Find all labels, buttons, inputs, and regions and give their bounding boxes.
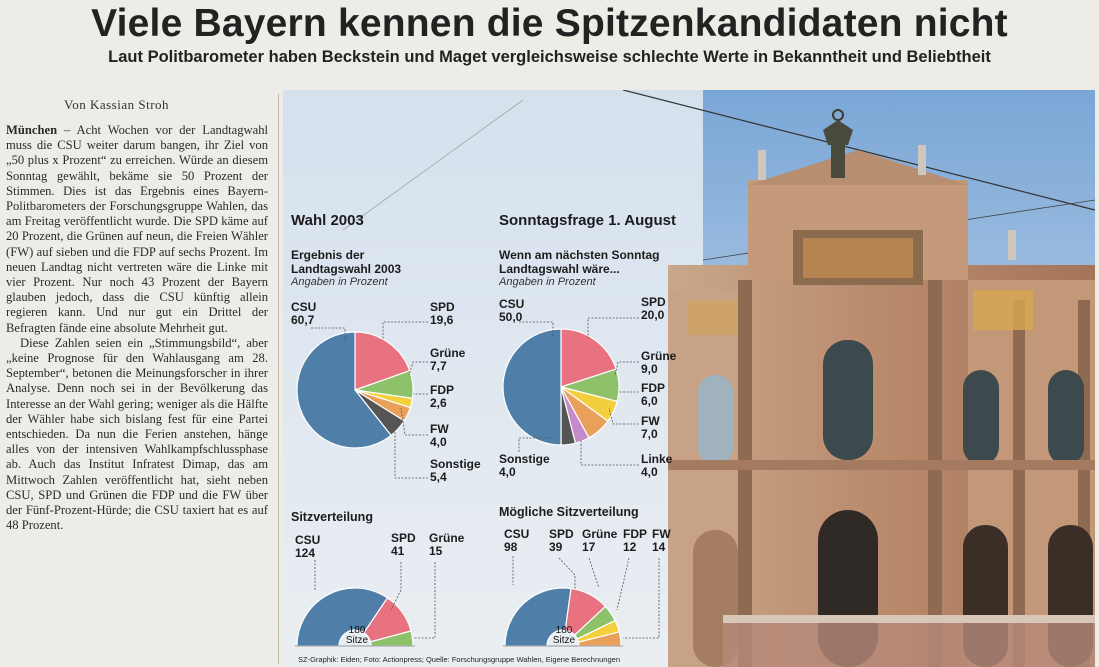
chart-title-sonntagsfrage: Wenn am nächsten Sonntag Landtagswahl wä… <box>499 248 660 276</box>
pie-umfrage-slice-csu <box>502 328 562 446</box>
leader-seats-umfrage-spd <box>558 557 576 590</box>
article-paragraph-1: München – Acht Wochen vor der Landtagwah… <box>6 123 268 336</box>
leader-umfrage-sonstige <box>518 437 551 452</box>
seat-label-umfrage-spd: SPD 39 <box>549 527 574 554</box>
semi-umfrage-seats-csu <box>504 587 572 647</box>
seat-label-2003-spd: SPD 41 <box>391 531 416 558</box>
label-umfrage-spd: SPD 20,0 <box>641 295 666 322</box>
leader-seats-umfrage-fw <box>623 558 660 639</box>
column-rule <box>278 94 279 664</box>
label-2003-sonstige: Sonstige 5,4 <box>430 457 481 484</box>
pie-umfrage-slice-spd <box>560 328 617 388</box>
byline: Von Kassian Stroh <box>64 97 170 112</box>
semi-2003-seats-csu <box>296 587 389 647</box>
leader-2003-csu <box>311 327 346 342</box>
seat-label-umfrage-fdp: FDP 12 <box>623 527 647 554</box>
seat-label-2003-csu: CSU 124 <box>295 533 321 560</box>
article-paragraph-2: Diese Zahlen seien ein „Stimmungsbild“, … <box>6 335 268 533</box>
leader-umfrage-linke <box>580 440 639 466</box>
maximilianeum-photo <box>283 90 1095 667</box>
leader-umfrage-spd <box>587 317 639 338</box>
label-2003-spd: SPD 19,6 <box>430 300 455 327</box>
label-2003-csu: CSU 60,7 <box>291 300 317 327</box>
paragraph-1-text: – Acht Wochen vor der Landtagwahl muss d… <box>6 123 268 335</box>
leader-umfrage-gruene <box>614 361 639 377</box>
leader-umfrage-csu <box>519 321 554 338</box>
leader-2003-fw <box>400 407 428 436</box>
leader-seats-2003-spd <box>390 562 402 611</box>
dateline: München <box>6 123 58 137</box>
seat-total-2003: 180 Sitze <box>345 625 369 646</box>
label-umfrage-csu: CSU 50,0 <box>499 297 525 324</box>
label-umfrage-fdp: FDP 6,0 <box>641 381 665 408</box>
leader-2003-sonstige <box>394 430 428 479</box>
label-2003-gruene: Grüne 7,7 <box>430 346 466 373</box>
graphic-credits: SZ-Graphik: Eiden; Foto: Actionpress; Qu… <box>298 655 620 664</box>
leader-seats-umfrage-gruene <box>588 557 600 589</box>
article-body: München – Acht Wochen vor der Landtagwah… <box>6 123 268 533</box>
leader-seats-2003-gruene <box>413 562 436 639</box>
leader-2003-gruene <box>408 361 428 376</box>
label-2003-fw: FW 4,0 <box>430 422 449 449</box>
chart-title-moegliche-sitzverteilung: Mögliche Sitzverteilung <box>499 505 639 519</box>
headline: Viele Bayern kennen die Spitzenkandidate… <box>91 2 1008 45</box>
election-infographic: Wahl 2003 Ergebnis der Landtagswahl 2003… <box>283 90 683 667</box>
leader-2003-spd <box>382 321 428 340</box>
units-label-2003: Angaben in Prozent <box>291 276 388 288</box>
seat-label-2003-gruene: Grüne 15 <box>429 531 465 558</box>
label-umfrage-gruene: Grüne 9,0 <box>641 349 677 376</box>
panel-title-wahl-2003: Wahl 2003 <box>291 212 364 229</box>
leader-seats-umfrage-fdp <box>616 557 630 611</box>
charts-svg <box>295 317 660 647</box>
label-umfrage-fw: FW 7,0 <box>641 414 660 441</box>
label-2003-fdp: FDP 2,6 <box>430 383 454 410</box>
seat-total-umfrage: 180 Sitze <box>552 625 576 646</box>
pie-2003-slice-csu <box>296 331 392 449</box>
seat-label-umfrage-csu: CSU 98 <box>504 527 530 554</box>
photo-illustration <box>283 90 1095 667</box>
chart-title-sitzverteilung: Sitzverteilung <box>291 510 373 524</box>
units-label-sonntagsfrage: Angaben in Prozent <box>499 276 596 288</box>
seat-label-umfrage-gruene: Grüne 17 <box>582 527 618 554</box>
panel-title-sonntagsfrage: Sonntagsfrage 1. August <box>499 212 676 229</box>
chart-title-landtagswahl-2003: Ergebnis der Landtagswahl 2003 <box>291 248 402 276</box>
leader-umfrage-fw <box>608 407 639 425</box>
label-umfrage-sonstige: Sonstige 4,0 <box>499 452 550 479</box>
subheadline: Laut Politbarometer haben Beckstein und … <box>108 48 991 66</box>
label-umfrage-linke: Linke 4,0 <box>641 452 673 479</box>
seat-label-umfrage-fw: FW 14 <box>652 527 671 554</box>
